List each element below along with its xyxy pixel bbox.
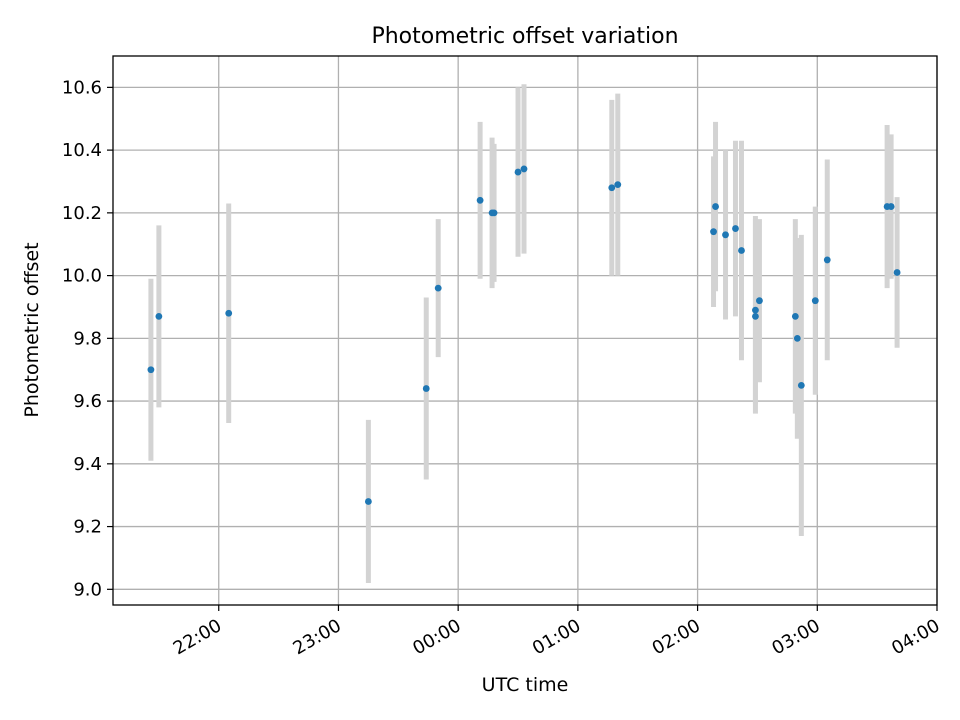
y-tick-label: 10.6 [62, 77, 102, 98]
data-point [225, 309, 233, 317]
data-point [608, 184, 616, 192]
plot-frame [112, 55, 938, 606]
x-tick-label: 01:00 [529, 615, 584, 659]
chart-title: Photometric offset variation [371, 24, 678, 49]
data-point [722, 231, 729, 239]
y-tick-label: 9.8 [73, 328, 102, 349]
y-tick-label: 10.2 [62, 203, 102, 224]
data-point [422, 385, 430, 392]
y-tick-label: 10.0 [62, 266, 102, 287]
data-point [738, 247, 745, 254]
y-axis-label: Photometric offset [21, 242, 43, 417]
data-point [893, 269, 901, 276]
x-tick-label: 03:00 [768, 615, 823, 659]
x-tick-label: 00:00 [409, 615, 464, 659]
axis-ticks: 9.0 9.2 9.4 9.6 9.8 10.0 10.2 10.4 10.6 22:00 23:0… [62, 77, 944, 659]
x-tick-label: 04:00 [888, 615, 943, 659]
data-point [823, 256, 831, 264]
y-tick-label: 10.4 [62, 140, 102, 161]
y-tick-label: 9.4 [73, 454, 102, 475]
data-point [147, 366, 155, 374]
x-tick-label: 22:00 [170, 615, 225, 659]
x-tick-label: 23:00 [290, 615, 345, 659]
y-tick-label: 9.6 [73, 391, 102, 412]
data-point [364, 498, 372, 505]
data-point [520, 165, 528, 173]
data-point [793, 334, 801, 342]
data-point [434, 284, 442, 292]
data-point [732, 225, 739, 232]
error-bars [148, 84, 900, 584]
data-point [797, 382, 805, 389]
y-tick-label: 9.2 [73, 517, 102, 538]
grid [113, 56, 938, 605]
y-tick-label: 9.0 [73, 579, 102, 600]
data-point [811, 297, 819, 305]
data-point [791, 312, 799, 320]
data-point [476, 196, 484, 204]
x-axis-label: UTC time [482, 674, 569, 696]
data-point [712, 203, 719, 210]
data-point [514, 168, 522, 176]
data-point [155, 312, 163, 320]
data-point [710, 228, 717, 236]
data-point [614, 181, 622, 189]
x-tick-label: 02:00 [649, 615, 704, 659]
data-point [752, 306, 759, 314]
data-point [887, 203, 895, 210]
data-point [752, 312, 759, 320]
data-point [756, 297, 763, 305]
data-point [490, 209, 498, 217]
data-points [147, 165, 901, 505]
